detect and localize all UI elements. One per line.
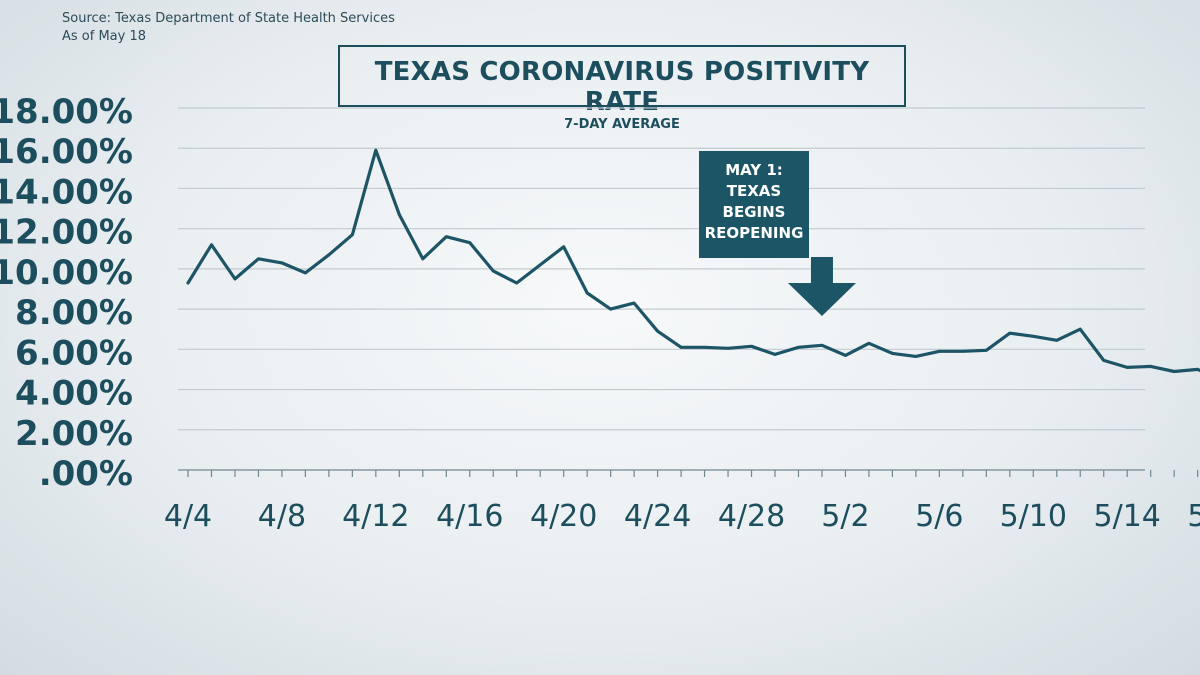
- chart-title-box: TEXAS CORONAVIRUS POSITIVITY RATE 7-DAY …: [338, 45, 906, 132]
- x-tick-label: 4/28: [718, 499, 785, 534]
- x-tick-label: 4/8: [258, 499, 306, 534]
- annotation-line: MAY 1:: [725, 161, 783, 179]
- x-tick-label: 5/10: [1000, 499, 1067, 534]
- x-tick-label: 5/14: [1094, 499, 1161, 534]
- annotation-line: TEXAS: [726, 182, 782, 200]
- y-tick-label: 2.00%: [15, 414, 133, 454]
- positivity-series: [186, 148, 1200, 374]
- series-line: [186, 148, 1200, 374]
- x-tick-label: 4/16: [436, 499, 503, 534]
- y-tick-label: 18.00%: [0, 92, 133, 132]
- y-tick-label: 4.00%: [15, 374, 133, 414]
- y-axis-tick-labels: .00%2.00%4.00%6.00%8.00%10.00%12.00%14.0…: [0, 92, 133, 494]
- x-tick-label: 5/2: [821, 499, 869, 534]
- source-line: Source: Texas Department of State Health…: [62, 11, 395, 26]
- y-tick-label: 16.00%: [0, 132, 133, 172]
- annotation-line: REOPENING: [704, 224, 804, 242]
- y-tick-label: 8.00%: [15, 293, 133, 333]
- gridlines: [178, 107, 1145, 431]
- arrow-shaft: [810, 257, 833, 284]
- annotation-box: MAY 1: TEXAS BEGINS REOPENING: [699, 151, 809, 258]
- arrow-head: [787, 283, 856, 316]
- source-note: Source: Texas Department of State Health…: [62, 10, 395, 46]
- chart-title: TEXAS CORONAVIRUS POSITIVITY RATE: [374, 57, 870, 117]
- x-tick-label: 4/24: [624, 499, 691, 534]
- x-axis: [178, 469, 1199, 477]
- x-tick-label: 5/6: [915, 499, 963, 534]
- y-tick-label: 12.00%: [0, 213, 133, 253]
- y-tick-label: 6.00%: [15, 333, 133, 373]
- as-of-date: As of May 18: [62, 29, 147, 44]
- x-tick-label: 4/20: [530, 499, 597, 534]
- annotation-arrow: [787, 257, 856, 316]
- x-axis-tick-labels: 4/4 4/8 4/12 4/16 4/20 4/24 4/28 5/2 5/6 5/10 5/14…: [164, 499, 1200, 534]
- y-tick-label: .00%: [39, 454, 133, 494]
- x-tick-label: 4/12: [342, 499, 409, 534]
- chart-subtitle: 7-DAY AVERAGE: [564, 117, 680, 132]
- annotation-line: BEGINS: [722, 203, 786, 221]
- y-tick-label: 10.00%: [0, 253, 133, 293]
- x-tick-label: 5/18: [1187, 499, 1200, 534]
- x-tick-label: 4/4: [164, 499, 212, 534]
- y-tick-label: 14.00%: [0, 172, 133, 212]
